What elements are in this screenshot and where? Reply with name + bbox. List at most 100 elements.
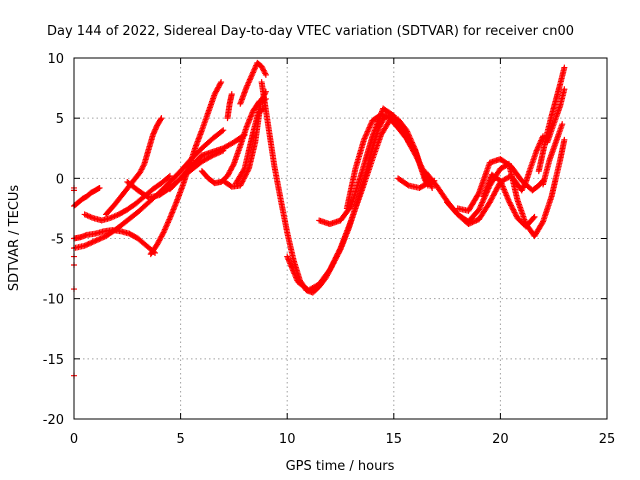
series-s4 [81,172,173,224]
data-point [84,241,91,248]
y-tick-label: 5 [56,112,64,127]
series-s6 [147,79,225,258]
y-tick-label: -20 [43,413,64,428]
data-point [217,80,224,87]
series-s3 [71,127,227,252]
data-point [96,184,103,191]
series-s11 [237,59,269,107]
series-s25 [540,121,566,188]
data-point [158,115,165,122]
data-point [362,134,369,141]
y-tick-label: -10 [43,293,64,308]
data-point [472,218,479,225]
data-point [85,240,92,247]
data-point [333,253,340,260]
data-point [327,265,334,272]
data-point [151,129,158,136]
data-point [473,217,480,224]
data-point [334,250,341,257]
data-point [220,147,227,154]
data-point [149,132,156,139]
data-point [86,240,93,247]
data-point [559,121,566,128]
data-point [209,152,216,159]
data-point [366,124,373,131]
data-point [362,132,369,139]
data-point [561,86,568,93]
grid-layer [74,58,607,419]
series-s22 [480,171,538,230]
data-point [213,150,220,157]
data-point [539,219,546,226]
data-point [429,184,436,191]
data-point [88,239,95,246]
data-point [328,262,335,269]
x-tick-label: 10 [279,432,296,447]
series-s8 [166,147,227,193]
data-point [332,254,339,261]
x-tick-label: 5 [176,432,184,447]
x-tick-label: 20 [492,432,509,447]
data-point [96,236,103,243]
data-point [404,181,411,188]
data-point [330,258,337,265]
data-point [93,237,100,244]
data-layer [71,59,568,379]
data-point [228,91,235,98]
data-point [210,151,217,158]
y-tick-label: -15 [43,353,64,368]
x-tick-label: 15 [386,432,403,447]
data-point [470,218,477,225]
data-point [152,126,159,133]
data-point [561,64,568,71]
data-point [250,68,257,75]
data-point [360,136,367,143]
data-point [561,136,568,143]
data-point [363,131,370,138]
data-point [82,242,89,249]
data-point [367,123,374,130]
data-point [335,249,342,256]
data-point [475,191,482,198]
series-s13 [224,91,235,122]
data-point [251,65,258,72]
data-point [157,116,164,123]
data-point [208,153,215,160]
y-axis-title: SDTVAR / TECUs [7,185,22,292]
data-point [94,236,101,243]
x-axis-title: GPS time / hours [286,459,395,474]
y-tick-label: 0 [56,172,64,187]
series-s5 [102,115,165,218]
data-point [152,125,159,132]
data-point [240,167,247,174]
data-point [330,260,337,267]
data-point [262,71,269,78]
data-point [332,255,339,262]
y-tick-label: 10 [47,52,64,67]
series-s21 [454,156,547,214]
data-point [331,257,338,264]
data-point [89,239,96,246]
data-point [326,266,333,273]
data-point [150,130,157,137]
data-point [250,69,257,76]
data-point [97,235,104,242]
data-point [252,63,259,70]
data-point [81,242,88,249]
data-point [219,128,226,135]
ticks-layer: -20 -15 -10 -5 0 5 10 0 5 10 15 20 25 [43,52,616,447]
data-point [218,148,225,155]
data-point [365,127,372,134]
data-point [364,128,371,135]
data-point [363,129,370,136]
data-point [159,230,166,237]
data-point [216,149,223,156]
data-point [217,148,224,155]
series-s23 [535,64,568,175]
y-tick-label: -5 [51,233,64,248]
data-point [95,185,102,192]
data-point [367,121,374,128]
data-point [531,213,538,220]
chart-title: Day 144 of 2022, Sidereal Day-to-day VTE… [47,24,574,39]
